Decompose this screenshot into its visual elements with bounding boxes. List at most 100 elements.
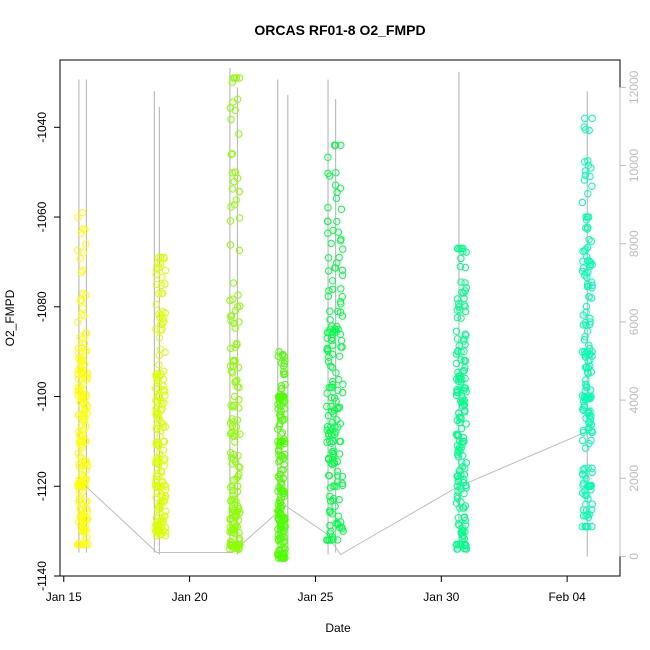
data-point bbox=[581, 167, 589, 175]
data-point bbox=[333, 520, 342, 528]
data-point bbox=[228, 415, 236, 423]
data-point bbox=[337, 343, 345, 351]
data-point bbox=[155, 384, 163, 392]
data-point bbox=[584, 464, 592, 472]
data-point bbox=[153, 407, 162, 415]
data-point bbox=[233, 341, 241, 349]
data-point bbox=[161, 423, 170, 431]
y-tick-label: -1040 bbox=[35, 112, 49, 143]
data-point bbox=[327, 402, 335, 411]
data-point bbox=[81, 373, 90, 381]
data-point bbox=[83, 462, 92, 470]
data-point bbox=[152, 384, 160, 393]
data-point bbox=[583, 491, 591, 499]
data-point bbox=[76, 254, 85, 263]
data-point bbox=[585, 126, 593, 135]
data-point bbox=[227, 483, 235, 491]
data-point bbox=[159, 527, 168, 535]
data-point bbox=[154, 529, 162, 537]
data-point bbox=[82, 401, 90, 409]
data-point bbox=[156, 433, 164, 441]
data-point bbox=[459, 433, 468, 442]
data-point bbox=[452, 391, 461, 400]
data-point bbox=[81, 347, 89, 355]
data-point bbox=[336, 308, 345, 316]
data-point bbox=[155, 415, 163, 423]
data-point bbox=[235, 383, 243, 392]
data-point bbox=[334, 423, 342, 431]
data-point bbox=[274, 487, 282, 495]
data-point bbox=[235, 462, 243, 471]
data-point bbox=[235, 470, 243, 479]
data-point bbox=[155, 351, 163, 360]
data-point bbox=[337, 285, 345, 293]
data-point bbox=[328, 364, 337, 372]
data-point bbox=[452, 327, 461, 335]
data-point bbox=[75, 463, 84, 471]
data-point bbox=[461, 330, 469, 338]
data-point bbox=[454, 431, 463, 440]
data-point bbox=[228, 78, 237, 86]
data-point bbox=[587, 386, 595, 394]
data-point bbox=[324, 153, 332, 162]
data-point bbox=[329, 226, 337, 235]
data-point bbox=[227, 401, 235, 410]
data-point bbox=[158, 273, 166, 281]
data-point bbox=[80, 312, 88, 320]
data-point bbox=[157, 518, 165, 526]
data-point bbox=[328, 277, 337, 285]
data-point bbox=[582, 363, 591, 371]
data-point bbox=[229, 98, 237, 106]
data-point bbox=[227, 344, 235, 353]
data-point bbox=[80, 398, 88, 406]
series-rf07 bbox=[578, 114, 597, 531]
data-point bbox=[585, 293, 593, 301]
data-point bbox=[326, 521, 334, 530]
data-point bbox=[278, 437, 287, 446]
data-point bbox=[460, 437, 468, 446]
data-point bbox=[462, 248, 470, 256]
data-point bbox=[457, 529, 465, 537]
data-point bbox=[161, 348, 169, 356]
data-point bbox=[460, 366, 468, 375]
data-point bbox=[588, 114, 596, 123]
data-point bbox=[157, 406, 165, 415]
series-rf03 bbox=[226, 74, 244, 553]
data-point bbox=[453, 386, 461, 394]
data-point bbox=[335, 495, 343, 504]
data-point bbox=[154, 482, 162, 490]
data-point bbox=[161, 266, 170, 275]
x-tick-label: Jan 20 bbox=[172, 590, 208, 604]
data-point bbox=[277, 509, 285, 518]
data-point bbox=[274, 473, 282, 481]
data-point bbox=[280, 514, 288, 523]
data-point bbox=[229, 295, 237, 303]
data-point bbox=[231, 378, 239, 386]
data-point bbox=[157, 281, 166, 290]
data-point bbox=[231, 168, 240, 176]
data-point bbox=[587, 436, 595, 445]
data-point bbox=[80, 540, 88, 549]
data-point bbox=[453, 313, 462, 322]
data-point bbox=[328, 533, 336, 541]
data-point bbox=[82, 240, 90, 249]
axes-layer: Jan 15 Jan 20 Jan 25 Jan 30 Feb 04 -1140 -1120… bbox=[35, 70, 641, 604]
data-point bbox=[279, 543, 288, 551]
data-point bbox=[335, 352, 344, 360]
data-point bbox=[159, 314, 167, 323]
data-point bbox=[154, 393, 163, 401]
data-point bbox=[276, 474, 284, 483]
data-point bbox=[82, 526, 91, 534]
data-point bbox=[79, 413, 88, 421]
data-point bbox=[160, 457, 169, 465]
data-point bbox=[152, 424, 161, 432]
data-point bbox=[280, 359, 288, 368]
data-point bbox=[228, 185, 237, 193]
data-point bbox=[461, 287, 469, 295]
data-point bbox=[458, 458, 466, 466]
data-point bbox=[586, 415, 595, 423]
data-point bbox=[161, 280, 169, 288]
data-point bbox=[579, 465, 587, 474]
x-tick-label: Jan 25 bbox=[297, 590, 333, 604]
data-point bbox=[74, 344, 83, 352]
